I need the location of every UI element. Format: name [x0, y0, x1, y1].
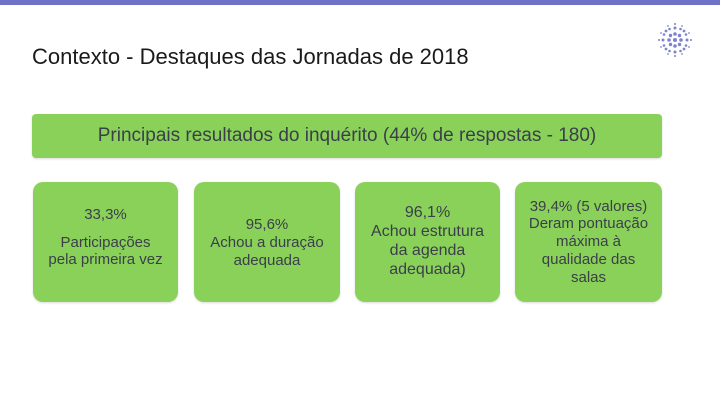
stat-card-duration: 95,6% Achou a duração adequada	[194, 182, 340, 302]
top-accent-bar	[0, 0, 720, 5]
stat-label-line: salas	[570, 268, 607, 286]
stat-label-line: Deram pontuação	[528, 215, 649, 233]
stat-label-line: qualidade das	[541, 250, 636, 268]
stat-card-agenda-structure: 96,1% Achou estrutura da agenda adequada…	[355, 182, 500, 302]
stat-label-line: máxima à	[555, 233, 622, 251]
survey-results-banner: Principais resultados do inquérito (44% …	[32, 114, 662, 158]
stat-value: 33,3%	[84, 206, 127, 223]
dotted-globe-logo-icon	[658, 23, 692, 57]
stat-label-line: adequada	[233, 251, 301, 269]
stat-label-line: Participações	[60, 233, 151, 251]
stat-label-line: Achou a duração	[210, 234, 324, 252]
slide-title: Contexto - Destaques das Jornadas de 201…	[32, 44, 469, 69]
stat-value: 39,4% (5 valores)	[529, 197, 648, 215]
stat-card-room-quality: 39,4% (5 valores) Deram pontuação máxima…	[515, 182, 662, 302]
stat-value: 96,1%	[404, 204, 451, 222]
stat-label-line: adequada)	[389, 260, 466, 278]
banner-text: Principais resultados do inquérito (44% …	[97, 125, 597, 146]
stat-value: 95,6%	[245, 216, 289, 234]
stat-label-line: Achou estrutura	[371, 223, 484, 241]
stat-card-first-participation: 33,3% Participações pela primeira vez	[33, 182, 178, 302]
stat-label-line: pela primeira vez	[48, 251, 163, 269]
stat-label-line: da agenda	[389, 242, 466, 259]
